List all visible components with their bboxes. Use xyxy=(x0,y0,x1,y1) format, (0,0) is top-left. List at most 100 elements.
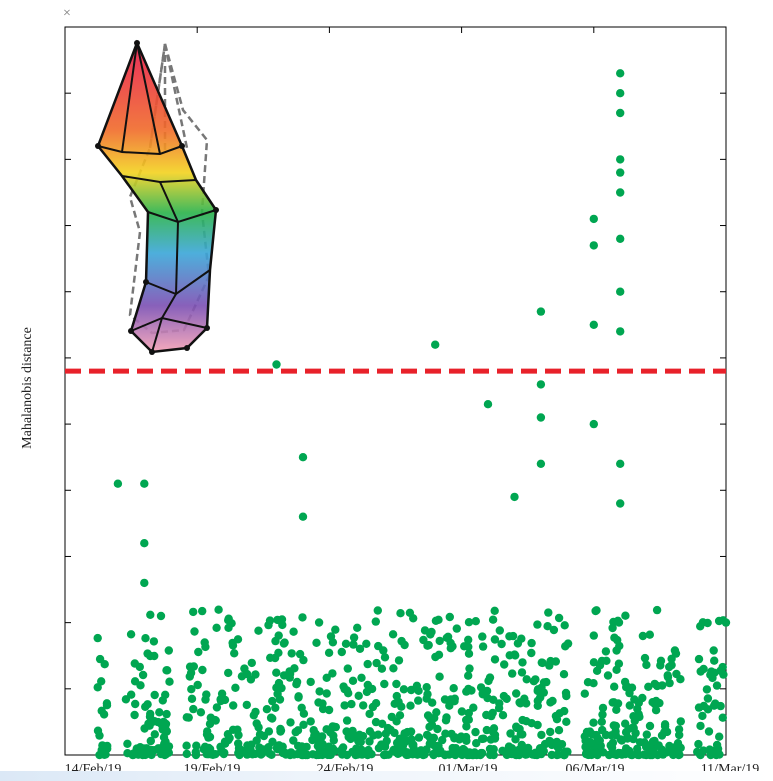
data-point xyxy=(182,713,191,722)
data-point xyxy=(621,611,630,620)
data-point xyxy=(389,746,398,755)
data-point xyxy=(703,618,712,628)
data-point xyxy=(159,733,169,742)
data-point xyxy=(374,641,383,651)
data-point xyxy=(616,459,625,468)
data-point xyxy=(211,750,220,759)
data-point xyxy=(645,630,654,639)
data-point xyxy=(589,419,598,429)
data-point xyxy=(140,724,149,733)
data-point xyxy=(709,701,719,710)
data-point xyxy=(380,653,390,662)
data-point xyxy=(422,683,431,692)
data-point xyxy=(706,670,715,679)
data-point xyxy=(324,648,334,657)
data-point xyxy=(464,642,473,651)
data-point xyxy=(718,713,727,722)
data-point xyxy=(349,633,359,642)
data-point xyxy=(589,718,598,727)
data-point xyxy=(287,649,296,658)
data-point xyxy=(205,719,215,729)
data-point xyxy=(435,672,444,681)
data-point xyxy=(494,703,504,713)
data-point xyxy=(224,623,233,632)
data-point xyxy=(464,715,473,724)
data-point xyxy=(355,730,364,739)
data-point xyxy=(464,649,474,658)
data-point xyxy=(708,746,717,756)
data-point xyxy=(589,214,598,224)
data-point xyxy=(406,701,415,710)
data-point xyxy=(704,727,714,736)
logo-graphic xyxy=(95,39,219,355)
data-point xyxy=(586,748,595,757)
data-point xyxy=(431,616,441,625)
data-point xyxy=(343,664,352,673)
data-point xyxy=(512,689,521,698)
data-point xyxy=(216,742,225,751)
data-point xyxy=(140,578,149,588)
data-point xyxy=(225,733,234,743)
data-point xyxy=(621,719,630,728)
data-point xyxy=(204,733,213,742)
data-point xyxy=(264,727,274,736)
data-point xyxy=(633,744,642,753)
data-point xyxy=(551,711,561,721)
data-point xyxy=(537,730,546,740)
data-point xyxy=(202,690,211,699)
data-point xyxy=(228,641,238,650)
data-point xyxy=(186,668,196,678)
data-point xyxy=(709,646,718,655)
data-point xyxy=(315,687,324,696)
data-point xyxy=(483,693,492,703)
data-point xyxy=(612,705,621,714)
data-point xyxy=(102,699,112,708)
data-point xyxy=(298,453,308,462)
data-point xyxy=(113,479,123,488)
y-axis-label: Mahalanobis distance xyxy=(20,327,35,449)
data-point xyxy=(533,620,542,629)
data-point xyxy=(497,639,506,649)
data-point xyxy=(130,677,140,686)
data-point xyxy=(363,659,372,669)
data-point xyxy=(396,609,405,618)
data-point xyxy=(613,699,623,708)
data-point xyxy=(230,649,239,658)
data-point xyxy=(582,727,592,737)
data-point xyxy=(508,669,517,678)
data-point xyxy=(182,749,191,759)
data-point xyxy=(377,664,387,673)
data-point xyxy=(522,675,531,684)
data-point xyxy=(625,701,634,710)
data-point xyxy=(616,69,625,78)
data-point xyxy=(630,716,639,726)
data-point xyxy=(198,606,207,616)
data-point xyxy=(140,539,149,548)
data-point xyxy=(622,681,631,691)
data-point xyxy=(347,699,356,709)
data-point xyxy=(445,701,454,710)
data-point xyxy=(476,748,486,758)
data-point xyxy=(431,340,440,349)
data-point xyxy=(634,710,643,719)
data-point xyxy=(196,708,206,717)
axis-exponent-mark: × xyxy=(63,6,71,21)
data-point xyxy=(718,662,727,672)
data-point xyxy=(342,716,352,725)
data-point xyxy=(614,659,624,668)
data-point xyxy=(563,639,573,648)
data-point xyxy=(630,695,639,704)
data-point xyxy=(161,690,170,699)
data-point xyxy=(291,727,300,737)
data-point xyxy=(159,717,168,727)
data-point xyxy=(233,725,242,734)
data-point xyxy=(598,703,608,713)
data-point xyxy=(694,739,703,749)
data-point xyxy=(371,699,381,708)
data-point xyxy=(242,700,251,710)
data-point xyxy=(601,647,611,656)
data-point xyxy=(130,710,139,720)
data-point xyxy=(449,684,458,693)
data-point xyxy=(146,736,155,746)
data-point xyxy=(165,677,174,686)
